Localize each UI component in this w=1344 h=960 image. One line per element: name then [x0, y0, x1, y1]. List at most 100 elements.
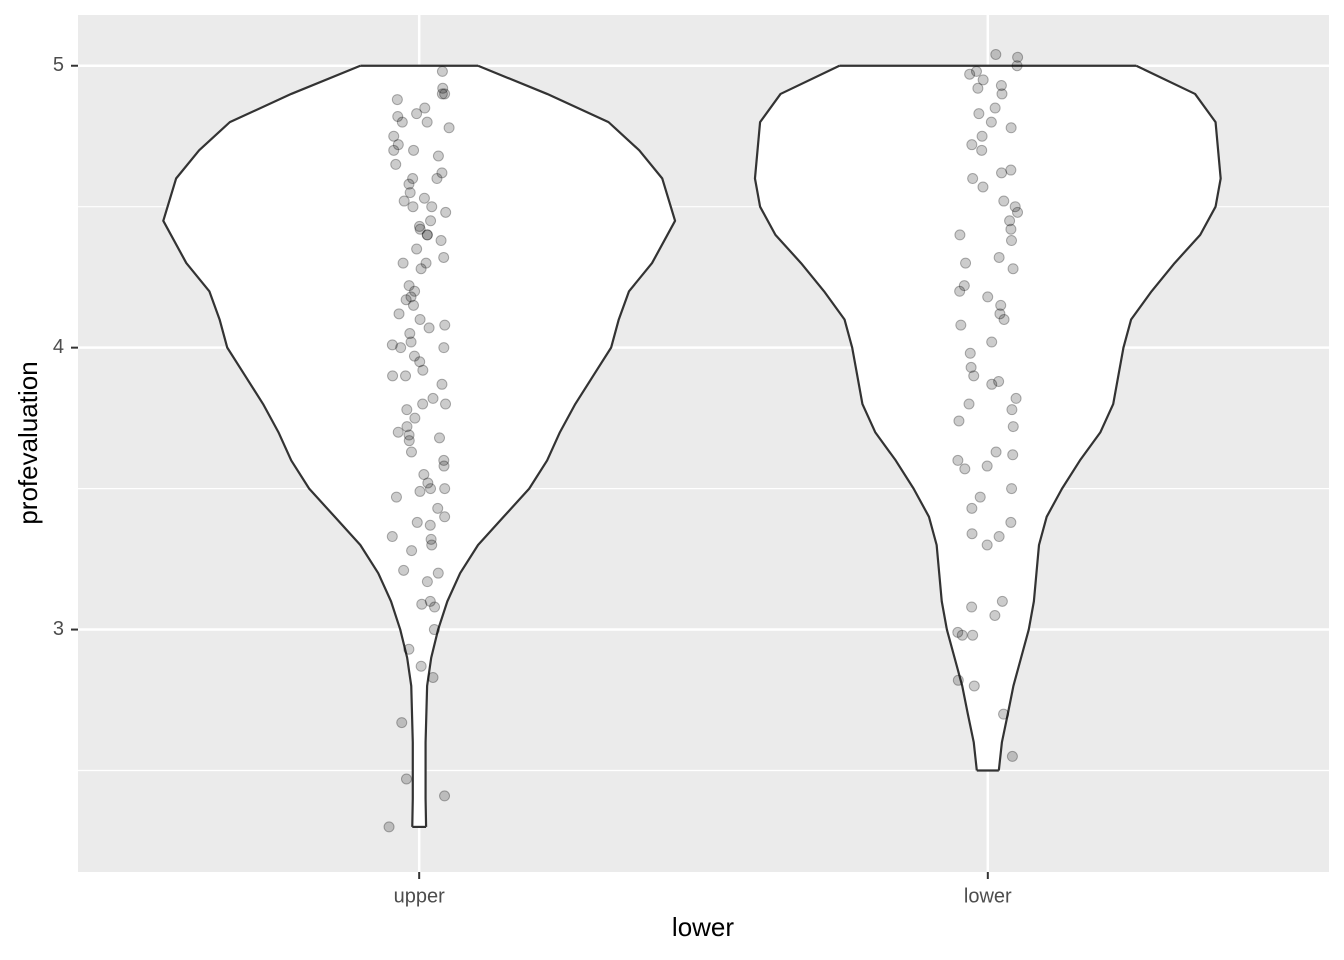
jitter-point — [406, 545, 418, 557]
jitter-point — [956, 629, 968, 641]
jitter-point — [1005, 223, 1017, 235]
jitter-point — [1005, 516, 1017, 528]
jitter-point — [392, 110, 404, 122]
jitter-point — [425, 483, 437, 495]
jitter-point — [439, 88, 451, 100]
jitter-point — [403, 280, 415, 292]
jitter-point — [958, 280, 970, 292]
jitter-point — [421, 116, 433, 128]
jitter-point — [418, 192, 430, 204]
jitter-point — [952, 626, 964, 638]
jitter-point — [1007, 421, 1019, 433]
jitter-point — [976, 130, 988, 142]
jitter-point — [435, 235, 447, 247]
jitter-point — [411, 243, 423, 255]
jitter-point — [396, 717, 408, 729]
jitter-point — [387, 370, 399, 382]
jitter-point — [959, 463, 971, 475]
jitter-point — [425, 215, 437, 227]
jitter-point — [439, 319, 451, 331]
jitter-point — [1012, 206, 1024, 218]
jitter-point — [440, 206, 452, 218]
jitter-point — [417, 364, 429, 376]
jitter-point — [952, 454, 964, 466]
jitter-point — [438, 251, 450, 263]
jitter-point — [964, 68, 976, 80]
jitter-point — [996, 88, 1008, 100]
jitter-point — [952, 674, 964, 686]
jitter-point — [386, 531, 398, 543]
jitter-point — [998, 313, 1010, 325]
jitter-point — [421, 576, 433, 588]
jitter-point — [421, 229, 433, 241]
jitter-point — [414, 356, 426, 368]
jitter-point — [998, 708, 1010, 720]
jitter-point — [405, 291, 417, 303]
jitter-point — [386, 339, 398, 351]
jitter-point — [408, 350, 420, 362]
jitter-point — [398, 564, 410, 576]
jitter-point — [403, 435, 415, 447]
x-axis-title: lower — [672, 912, 734, 942]
jitter-point — [1006, 235, 1018, 247]
jitter-point — [990, 446, 1002, 458]
jitter-point — [396, 116, 408, 128]
jitter-point — [388, 144, 400, 156]
jitter-point — [972, 82, 984, 94]
jitter-point — [1009, 201, 1021, 213]
jitter-point — [438, 454, 450, 466]
jitter-point — [428, 624, 440, 636]
jitter-point — [1007, 263, 1019, 275]
x-tick-label: lower — [964, 885, 1012, 907]
jitter-point — [443, 122, 455, 134]
jitter-point — [432, 150, 444, 162]
jitter-point — [436, 167, 448, 179]
violin-fill — [754, 65, 1221, 771]
jitter-point — [966, 502, 978, 514]
x-tick-label: upper — [394, 885, 445, 907]
jitter-point — [974, 491, 986, 503]
jitter-point — [436, 378, 448, 390]
jitter-point — [968, 370, 980, 382]
jitter-point — [411, 108, 423, 120]
jitter-point — [955, 319, 967, 331]
jitter-point — [388, 130, 400, 142]
jitter-point — [390, 158, 402, 170]
jitter-point — [392, 139, 404, 151]
jitter-point — [420, 257, 432, 269]
jitter-point — [986, 378, 998, 390]
jitter-point — [427, 671, 439, 683]
jitter-point — [968, 680, 980, 692]
jitter-point — [995, 299, 1007, 311]
y-axis-title: profevaluation — [13, 361, 43, 524]
jitter-point — [953, 415, 965, 427]
jitter-point — [431, 173, 443, 185]
jitter-point — [429, 601, 441, 613]
jitter-point — [967, 629, 979, 641]
jitter-point — [432, 567, 444, 579]
jitter-point — [400, 370, 412, 382]
jitter-point — [407, 299, 419, 311]
jitter-point — [1004, 215, 1016, 227]
jitter-point — [966, 528, 978, 540]
jitter-point — [405, 446, 417, 458]
violin-outline — [997, 64, 1222, 771]
jitter-point — [398, 195, 410, 207]
jitter-point — [405, 336, 417, 348]
jitter-point — [989, 102, 1001, 114]
jitter-point — [973, 108, 985, 120]
jitter-point — [1010, 392, 1022, 404]
jitter-point — [982, 291, 994, 303]
jitter-point — [400, 773, 412, 785]
jitter-point — [407, 201, 419, 213]
jitter-point — [434, 432, 446, 444]
jitter-point — [403, 429, 415, 441]
jitter-point — [438, 460, 450, 472]
jitter-point — [411, 516, 423, 528]
jitter-point — [438, 342, 450, 354]
jitter-point — [409, 412, 421, 424]
jitter-point — [422, 477, 434, 489]
jitter-point — [993, 375, 1005, 387]
jitter-point — [414, 223, 426, 235]
